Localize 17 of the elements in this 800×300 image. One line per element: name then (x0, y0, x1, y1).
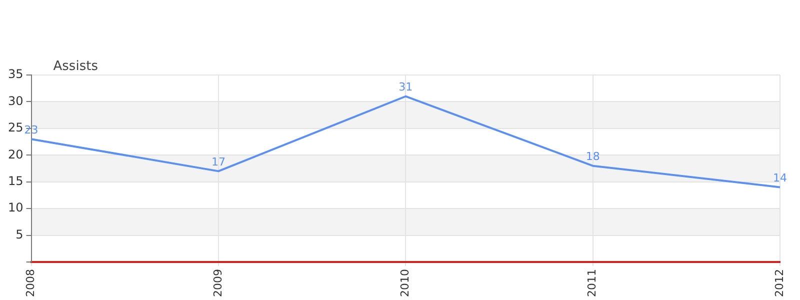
x-tick-label: 2012 (772, 269, 786, 298)
x-tick-label: 2011 (586, 269, 599, 298)
y-tick-label: 20 (8, 147, 24, 162)
y-tick-label: 5 (16, 227, 24, 242)
y-tick-label: 30 (8, 94, 24, 108)
data-label: 17 (211, 156, 226, 169)
y-tick-label: 15 (8, 174, 24, 188)
y-axis-title: Assists (53, 58, 98, 74)
x-tick-label: 2009 (211, 269, 224, 298)
data-label: 18 (586, 150, 600, 164)
data-label: 14 (773, 172, 787, 185)
y-tick-label: 10 (8, 200, 24, 215)
data-label: 31 (398, 80, 413, 94)
x-tick-label: 2010 (398, 269, 412, 298)
x-tick-label: 2008 (24, 269, 38, 298)
y-tick-label: 35 (8, 67, 24, 82)
y-tick-label: 25 (8, 120, 24, 135)
